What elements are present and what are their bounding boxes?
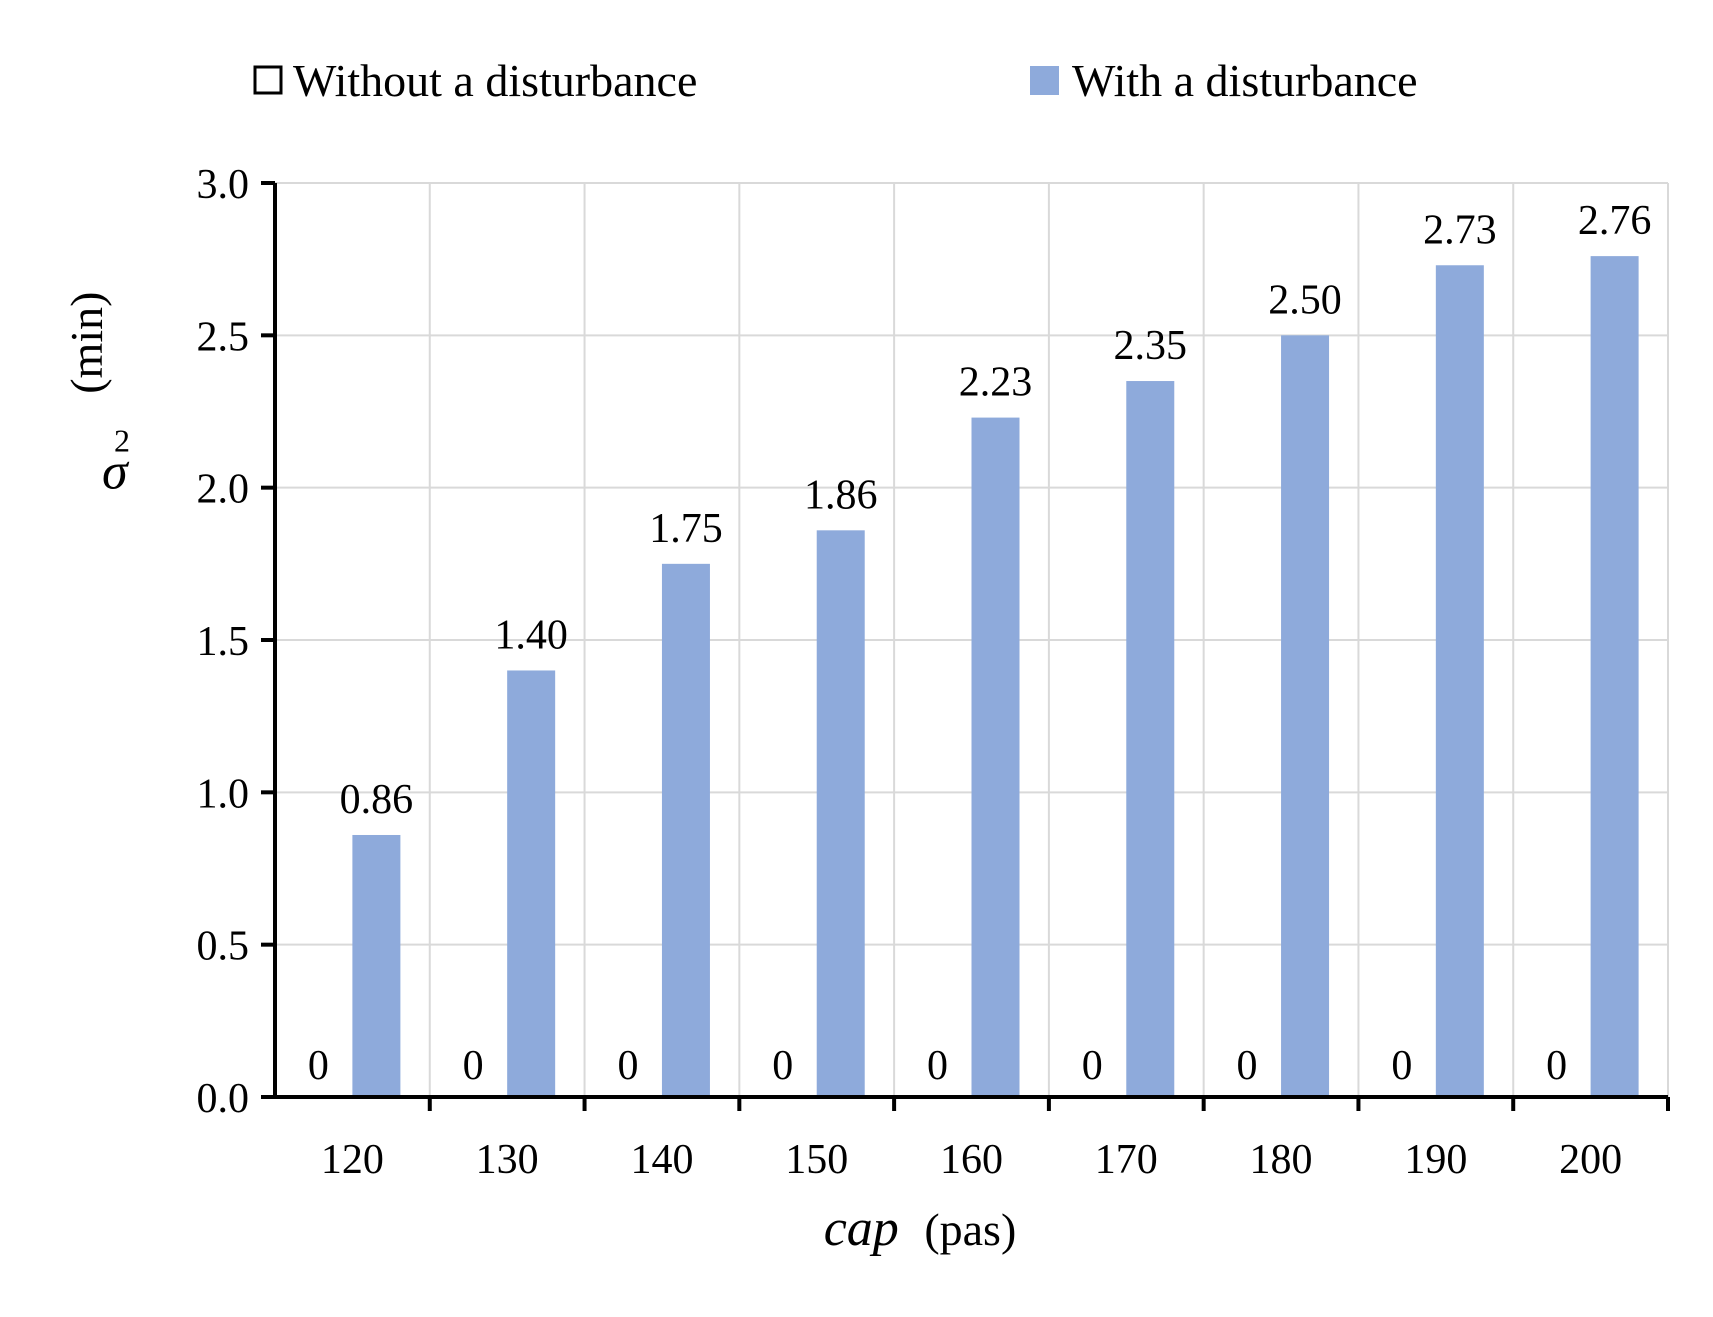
data-labels: 0 0.86 0 1.40 0 1.75 0 1.86 0 2.23 0 2.35 0 2.50 0 2.73… <box>308 198 1651 1089</box>
data-label-with-disturbance: 1.86 <box>804 472 878 518</box>
x-tick-label: 190 <box>1404 1137 1467 1183</box>
data-label-without-disturbance: 0 <box>927 1043 948 1089</box>
data-label-with-disturbance: 0.86 <box>340 777 414 823</box>
legend: Without a disturbance With a disturbance <box>253 55 1418 106</box>
x-tick-label: 150 <box>785 1137 848 1183</box>
axes <box>261 181 1670 1111</box>
data-label-without-disturbance: 0 <box>1082 1043 1103 1089</box>
gridlines <box>275 182 1669 1097</box>
x-tick-label: 120 <box>321 1137 384 1183</box>
x-tick-label: 170 <box>1095 1137 1158 1183</box>
x-tick-labels: 120 130 140 150 160 170 180 190 200 <box>321 1137 1622 1183</box>
bar-with-disturbance <box>816 530 865 1097</box>
y-tick-label: 3.0 <box>197 162 250 208</box>
data-label-without-disturbance: 0 <box>1546 1043 1567 1089</box>
x-tick-label: 160 <box>940 1137 1003 1183</box>
bar-with-disturbance <box>661 563 710 1097</box>
x-axis-symbol: cap <box>824 1200 899 1257</box>
data-label-without-disturbance: 0 <box>617 1043 638 1089</box>
x-tick-label: 200 <box>1559 1137 1622 1183</box>
data-label-with-disturbance: 1.75 <box>649 506 723 552</box>
data-label-without-disturbance: 0 <box>463 1043 484 1089</box>
data-label-without-disturbance: 0 <box>308 1043 329 1089</box>
x-tick-label: 180 <box>1250 1137 1313 1183</box>
bar-with-disturbance <box>1590 256 1639 1097</box>
legend-label-without-disturbance: Without a disturbance <box>293 55 697 106</box>
bar-with-disturbance <box>1281 335 1330 1097</box>
data-label-with-disturbance: 2.73 <box>1423 207 1497 253</box>
y-axis-subscript: 2 <box>114 422 130 458</box>
data-label-without-disturbance: 0 <box>1391 1043 1412 1089</box>
y-axis-title: σ 2 (min) <box>61 292 130 501</box>
x-axis-unit: (pas) <box>924 1204 1016 1255</box>
x-tick-label: 130 <box>476 1137 539 1183</box>
x-tick-label: 140 <box>630 1137 693 1183</box>
bar-with-disturbance <box>971 417 1020 1097</box>
data-label-with-disturbance: 2.50 <box>1268 277 1342 323</box>
data-label-with-disturbance: 2.35 <box>1114 323 1188 369</box>
bar-with-disturbance <box>352 834 401 1097</box>
y-tick-label: 1.0 <box>197 771 250 817</box>
y-tick-labels: 0.0 0.5 1.0 1.5 2.0 2.5 3.0 <box>197 162 250 1122</box>
bar-with-disturbance <box>1435 265 1484 1097</box>
y-tick-label: 2.0 <box>197 467 250 513</box>
y-tick-label: 0.0 <box>197 1076 250 1122</box>
y-tick-label: 1.5 <box>197 619 250 665</box>
data-label-with-disturbance: 1.40 <box>494 612 568 658</box>
data-label-without-disturbance: 0 <box>772 1043 793 1089</box>
x-axis-title: cap (pas) <box>824 1200 1017 1257</box>
bars <box>352 256 1639 1097</box>
data-label-with-disturbance: 2.76 <box>1578 198 1652 244</box>
legend-swatch-without-disturbance <box>253 65 283 95</box>
y-axis-unit: (min) <box>61 292 112 394</box>
svg-text:σ 2 (min): σ 2 (min) <box>61 292 130 501</box>
bar-with-disturbance <box>1126 381 1175 1097</box>
legend-swatch-with-disturbance <box>1030 66 1059 95</box>
y-tick-label: 0.5 <box>197 924 250 970</box>
y-tick-label: 2.5 <box>197 314 250 360</box>
data-label-without-disturbance: 0 <box>1237 1043 1258 1089</box>
legend-label-with-disturbance: With a disturbance <box>1072 55 1418 106</box>
data-label-with-disturbance: 2.23 <box>959 360 1033 406</box>
bar-with-disturbance <box>507 670 556 1097</box>
